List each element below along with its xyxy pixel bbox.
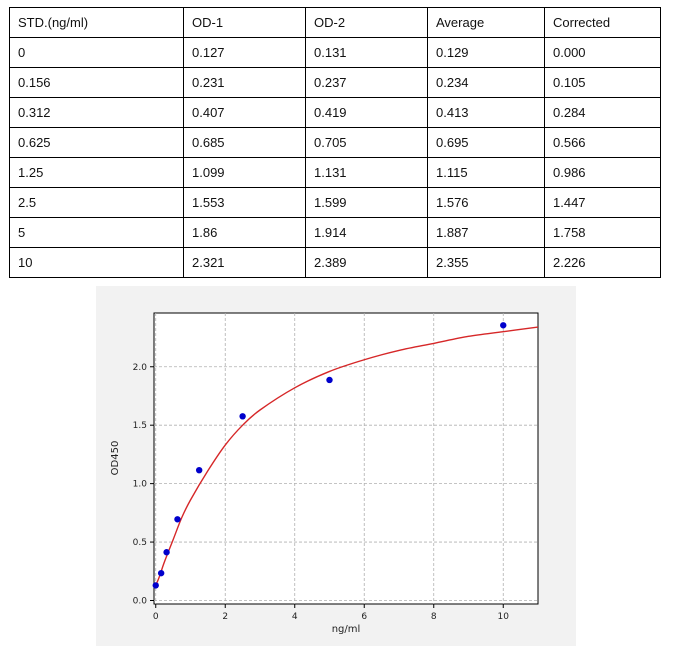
- cell-average: 0.413: [427, 97, 545, 128]
- cell-od2: 1.131: [305, 157, 428, 188]
- y-axis-label: OD450: [110, 441, 121, 476]
- cell-od1: 1.553: [183, 187, 306, 218]
- table-row: 0 0.127 0.131 0.129 0.000: [9, 37, 661, 68]
- cell-od1: 0.407: [183, 97, 306, 128]
- cell-od2: 0.237: [305, 67, 428, 98]
- plot-area: [153, 312, 539, 605]
- y-tick-label: 2.0: [133, 363, 148, 373]
- cell-od1: 0.231: [183, 67, 306, 98]
- header-corrected: Corrected: [544, 7, 661, 38]
- cell-od1: 2.321: [183, 247, 306, 278]
- x-tick-label: 10: [498, 612, 510, 622]
- cell-average: 0.695: [427, 127, 545, 158]
- x-tick-label: 4: [292, 612, 298, 622]
- grid-lines: [154, 313, 538, 604]
- standards-table: STD.(ng/ml) OD-1 OD-2 Average Corrected …: [9, 7, 661, 278]
- cell-od2: 0.131: [305, 37, 428, 68]
- cell-std: 0.156: [9, 67, 184, 98]
- data-point: [195, 466, 203, 474]
- cell-average: 1.115: [427, 157, 545, 188]
- cell-std: 2.5: [9, 187, 184, 218]
- fit-curve-group: [155, 326, 538, 586]
- table-header-row: STD.(ng/ml) OD-1 OD-2 Average Corrected: [9, 7, 661, 38]
- cell-average: 1.887: [427, 217, 545, 248]
- table-row: 0.156 0.231 0.237 0.234 0.105: [9, 67, 661, 98]
- table-row: 1.25 1.099 1.131 1.115 0.986: [9, 157, 661, 188]
- cell-od1: 1.86: [183, 217, 306, 248]
- standard-curve-plot: 0 2 4 6 8 10 0.0 0.5 1.0 1.5 2.0 ng/ml OD450: [110, 312, 539, 635]
- y-tick-label: 1.5: [133, 421, 147, 431]
- axis-ticks: 0 2 4 6 8 10 0.0 0.5 1.0 1.5 2.0: [133, 363, 510, 622]
- cell-std: 1.25: [9, 157, 184, 188]
- data-points-group: [152, 322, 507, 589]
- table-row: 2.5 1.553 1.599 1.576 1.447: [9, 187, 661, 218]
- cell-od2: 0.419: [305, 97, 428, 128]
- cell-corrected: 0.284: [544, 97, 661, 128]
- cell-std: 0.625: [9, 127, 184, 158]
- cell-od2: 2.389: [305, 247, 428, 278]
- table-row: 0.625 0.685 0.705 0.695 0.566: [9, 127, 661, 158]
- x-tick-label: 0: [153, 612, 159, 622]
- data-point: [157, 569, 165, 577]
- data-point: [326, 376, 333, 384]
- x-tick-label: 8: [431, 612, 437, 622]
- cell-corrected: 0.000: [544, 37, 661, 68]
- cell-corrected: 1.447: [544, 187, 661, 218]
- header-od2: OD-2: [305, 7, 428, 38]
- cell-average: 0.129: [427, 37, 545, 68]
- x-tick-label: 6: [361, 612, 367, 622]
- cell-od2: 1.599: [305, 187, 428, 218]
- standard-curve-chart: 0 2 4 6 8 10 0.0 0.5 1.0 1.5 2.0 ng/ml OD450: [96, 286, 576, 646]
- fit-curve-line: [155, 326, 538, 586]
- header-std: STD.(ng/ml): [9, 7, 184, 38]
- data-point: [174, 516, 181, 523]
- cell-std: 0.312: [9, 97, 184, 128]
- cell-corrected: 2.226: [544, 247, 661, 278]
- cell-std: 5: [9, 217, 184, 248]
- table-row: 0.312 0.407 0.419 0.413 0.284: [9, 97, 661, 128]
- cell-corrected: 0.566: [544, 127, 661, 158]
- x-axis-label: ng/ml: [332, 624, 361, 635]
- cell-od1: 1.099: [183, 157, 306, 188]
- cell-corrected: 1.758: [544, 217, 661, 248]
- cell-average: 2.355: [427, 247, 545, 278]
- cell-std: 10: [9, 247, 184, 278]
- data-point: [500, 322, 507, 329]
- y-tick-label: 0.5: [133, 538, 147, 548]
- cell-corrected: 0.986: [544, 157, 661, 188]
- cell-average: 0.234: [427, 67, 545, 98]
- data-point: [163, 549, 170, 556]
- cell-od1: 0.685: [183, 127, 306, 158]
- table-row: 10 2.321 2.389 2.355 2.226: [9, 247, 661, 278]
- header-average: Average: [427, 7, 545, 38]
- cell-average: 1.576: [427, 187, 545, 218]
- header-od1: OD-1: [183, 7, 306, 38]
- table-row: 5 1.86 1.914 1.887 1.758: [9, 217, 661, 248]
- y-tick-label: 1.0: [133, 480, 148, 490]
- cell-std: 0: [9, 37, 184, 68]
- x-tick-label: 2: [222, 612, 228, 622]
- cell-od2: 1.914: [305, 217, 428, 248]
- cell-od2: 0.705: [305, 127, 428, 158]
- data-point: [152, 582, 159, 589]
- data-point: [239, 413, 246, 420]
- cell-corrected: 0.105: [544, 67, 661, 98]
- y-tick-label: 0.0: [133, 596, 148, 606]
- cell-od1: 0.127: [183, 37, 306, 68]
